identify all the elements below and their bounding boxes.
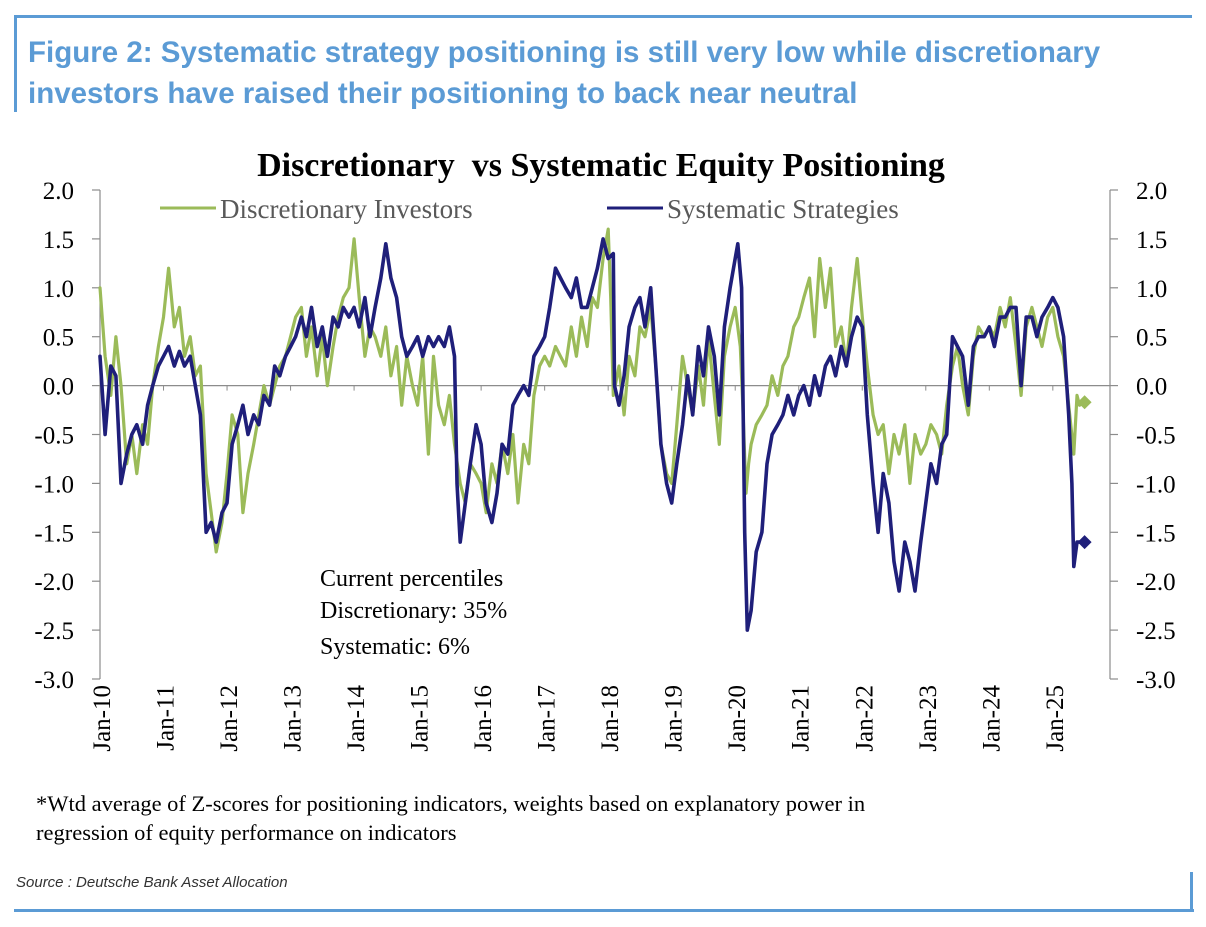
x-tick-label: Jan-13	[280, 685, 307, 752]
footnote-line-1: *Wtd average of Z-scores for positioning…	[36, 791, 865, 816]
x-tick-label: Jan-17	[534, 685, 561, 752]
y-tick-label-right: -1.0	[1136, 471, 1176, 498]
series-end-markers	[1077, 395, 1092, 550]
annotation-line-3: Systematic: 6%	[320, 634, 470, 660]
y-tick-label-left: -3.0	[34, 667, 74, 694]
x-tick-label: Jan-15	[407, 685, 434, 752]
legend: Discretionary Investors Systematic Strat…	[160, 194, 899, 224]
x-tick-label: Jan-23	[915, 685, 942, 752]
axes: 2.0 2.0 1.5 1.5 1.0 1.0 0.5 0.5 0.0 0.0 -0.5 -0.5 -1…	[34, 178, 1175, 694]
figure-title: Figure 2: Systematic strategy positionin…	[28, 36, 1101, 110]
y-tick-label-right: -2.0	[1136, 569, 1176, 596]
x-tick-label: Jan-11	[153, 685, 180, 751]
x-tick-label: Jan-24	[978, 685, 1005, 752]
y-tick-label-left: 0.0	[43, 374, 74, 401]
y-tick-label-left: 0.5	[43, 325, 74, 352]
x-tick-labels: Jan-10 Jan-11 Jan-12 Jan-13 Jan-14 Jan-15 Jan-…	[89, 685, 1069, 752]
series-line-systematic	[98, 237, 1087, 632]
x-tick-label: Jan-19	[661, 685, 688, 752]
y-tick-label-right: 1.0	[1136, 276, 1167, 303]
y-tick-label-left: 1.5	[43, 227, 74, 254]
y-tick-label-right: 2.0	[1136, 178, 1167, 205]
x-tick-label: Jan-16	[470, 685, 497, 752]
x-tick-label: Jan-20	[724, 685, 751, 752]
y-tick-label-right: -2.5	[1136, 618, 1176, 645]
y-tick-label-left: -2.5	[34, 618, 74, 645]
x-tick-label: Jan-21	[788, 685, 815, 752]
y-tick-label-left: 2.0	[43, 178, 74, 205]
x-tick-label: Jan-18	[597, 685, 624, 752]
y-tick-label-left: -1.0	[34, 471, 74, 498]
y-tick-label-right: 0.0	[1136, 374, 1167, 401]
x-tick-label: Jan-22	[851, 685, 878, 752]
chart-title: Discretionary vs Systematic Equity Posit…	[257, 147, 945, 184]
annotation-line-2: Discretionary: 35%	[320, 598, 507, 624]
y-tick-label-left: -2.0	[34, 569, 74, 596]
series-line-discretionary	[98, 227, 1087, 554]
figure-frame-top	[16, 15, 1192, 18]
current-percentiles-annotation: Current percentiles Discretionary: 35% S…	[320, 566, 507, 660]
series-lines	[98, 227, 1087, 632]
y-tick-label-left: -1.5	[34, 520, 74, 547]
legend-label-discretionary: Discretionary Investors	[220, 194, 473, 224]
legend-label-systematic: Systematic Strategies	[667, 194, 899, 224]
annotation-line-1: Current percentiles	[320, 566, 503, 592]
figure-frame-left	[14, 15, 17, 112]
x-tick-label: Jan-14	[343, 685, 370, 752]
end-marker-discretionary	[1077, 395, 1092, 410]
source-note: Source : Deutsche Bank Asset Allocation	[16, 874, 288, 891]
figure-frame-right	[1190, 872, 1193, 911]
y-tick-label-right: -1.5	[1136, 520, 1176, 547]
y-tick-label-right: -3.0	[1136, 667, 1176, 694]
x-tick-label: Jan-12	[216, 685, 243, 752]
x-tick-label: Jan-25	[1042, 685, 1069, 752]
y-tick-label-left: 1.0	[43, 276, 74, 303]
end-marker-systematic	[1077, 535, 1092, 550]
x-tick-label: Jan-10	[89, 685, 116, 752]
y-tick-label-right: 1.5	[1136, 227, 1167, 254]
y-tick-label-left: -0.5	[34, 423, 74, 450]
y-tick-label-right: -0.5	[1136, 423, 1176, 450]
figure-frame-bottom	[14, 909, 1194, 912]
y-tick-label-right: 0.5	[1136, 325, 1167, 352]
footnote-line-2: regression of equity performance on indi…	[36, 820, 456, 845]
